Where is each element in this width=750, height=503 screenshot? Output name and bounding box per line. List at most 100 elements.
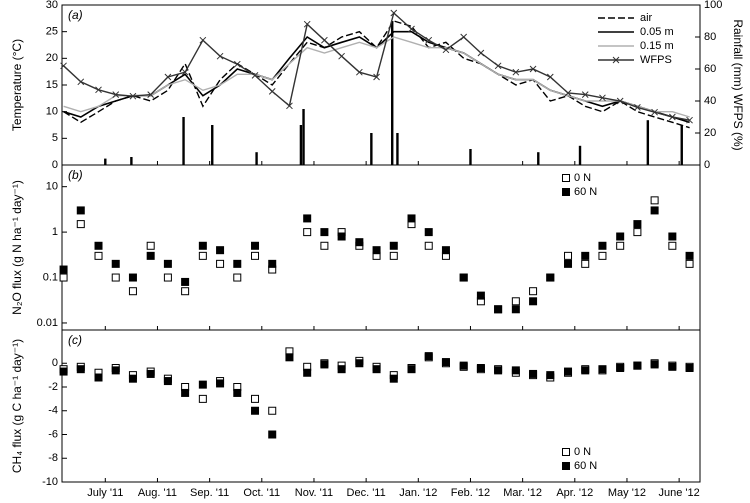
- point: [268, 259, 277, 268]
- x-tick-label: June '12: [659, 487, 700, 499]
- legend-label: 0 N: [574, 446, 591, 458]
- y-tick-label: -2: [48, 381, 58, 393]
- point: [668, 232, 677, 241]
- y-tick-label: 10: [46, 181, 58, 193]
- cross-marker: [181, 68, 189, 76]
- point: [424, 228, 433, 237]
- point: [146, 241, 155, 250]
- cross-marker: [512, 68, 520, 76]
- cross-marker: [147, 91, 155, 98]
- point: [251, 394, 260, 403]
- x-tick-label: Dec. '11: [347, 487, 386, 499]
- cross-marker: [129, 92, 137, 100]
- cross-marker: [390, 9, 398, 17]
- point: [581, 251, 590, 260]
- point: [59, 273, 68, 282]
- rain-bar: [370, 133, 373, 165]
- cross-marker: [460, 33, 468, 41]
- point: [529, 369, 538, 378]
- legend-label: WFPS: [640, 54, 672, 66]
- point: [251, 251, 260, 260]
- cross-marker: [373, 73, 380, 81]
- point: [198, 251, 207, 260]
- point: [303, 368, 312, 377]
- panel: 0.01 0.1 1 10 (b) N₂O flux (g N ha⁻¹ day⁻¹) 0 …: [10, 164, 701, 331]
- rain-bar: [680, 125, 683, 165]
- point: [76, 365, 85, 374]
- point: [320, 228, 329, 237]
- point: [320, 360, 329, 369]
- point: [337, 365, 346, 374]
- point: [181, 277, 190, 286]
- legend-marker: [562, 188, 570, 196]
- point: [581, 366, 590, 375]
- point: [268, 406, 277, 415]
- legend-marker: [562, 448, 570, 456]
- point: [337, 232, 346, 241]
- point: [128, 287, 137, 296]
- point: [94, 241, 103, 250]
- y2-tick-label: 40: [704, 95, 716, 107]
- point: [650, 196, 659, 205]
- x-tick-label: Feb. '12: [451, 487, 490, 499]
- y2-tick-label: 60: [704, 63, 716, 75]
- point: [616, 364, 625, 372]
- point: [564, 251, 573, 260]
- cross-marker: [442, 46, 450, 54]
- y-axis-label: N₂O flux (g N ha⁻¹ day⁻¹): [10, 180, 24, 315]
- cross-marker: [564, 89, 572, 97]
- rain-bar: [469, 149, 472, 165]
- x-tick-label: Nov. '11: [295, 487, 333, 499]
- point: [616, 232, 625, 241]
- point: [685, 259, 694, 268]
- y-tick-label: 0: [52, 357, 58, 369]
- point: [407, 365, 416, 374]
- cross-marker: [425, 36, 433, 44]
- point: [355, 238, 364, 247]
- series-line: [63, 20, 690, 129]
- rain-bar: [104, 158, 107, 165]
- point: [650, 206, 659, 215]
- y2-tick-label: 0: [704, 159, 710, 171]
- y2-tick-label: 80: [704, 31, 716, 43]
- cross-marker: [477, 49, 485, 57]
- point: [389, 374, 398, 383]
- y-tick-label: 0.1: [43, 271, 58, 283]
- point: [76, 220, 85, 229]
- plot-frame: [61, 4, 701, 166]
- x-tick-label: July '11: [87, 487, 123, 499]
- point: [128, 374, 137, 383]
- cross-marker: [668, 113, 676, 121]
- cross-marker: [303, 20, 311, 28]
- point: [529, 297, 538, 306]
- y-tick-label: -4: [48, 405, 58, 417]
- point: [424, 241, 433, 250]
- point: [303, 214, 312, 223]
- cross-marker: [268, 88, 276, 95]
- point: [459, 273, 468, 282]
- cross-marker: [286, 102, 293, 110]
- point: [198, 380, 207, 389]
- x-tick-label: Sep. '11: [190, 487, 229, 499]
- rain-bar: [255, 152, 258, 165]
- y-tick-label: 1: [52, 226, 58, 238]
- rain-bar: [182, 117, 185, 165]
- y-tick-label: -6: [48, 428, 58, 440]
- cross-marker: [216, 52, 224, 60]
- rain-bar: [537, 152, 540, 165]
- panel: 0 5 10 15 20 25 30 0 20 40 60 80 100 (a) Temperature (…: [10, 0, 745, 171]
- x-tick-label: Apr. '12: [556, 487, 593, 499]
- legend-label: 60 N: [574, 460, 597, 472]
- cross-marker: [60, 62, 67, 70]
- point: [668, 241, 677, 250]
- series-line: [63, 36, 690, 118]
- cross-marker: [494, 62, 502, 70]
- cross-marker: [338, 52, 345, 60]
- point: [303, 228, 312, 237]
- cross-marker: [529, 65, 537, 73]
- point: [355, 359, 364, 368]
- rain-bar: [130, 157, 133, 165]
- point: [372, 246, 381, 255]
- point: [198, 241, 207, 250]
- x-tick-label: Jan. '12: [399, 487, 437, 499]
